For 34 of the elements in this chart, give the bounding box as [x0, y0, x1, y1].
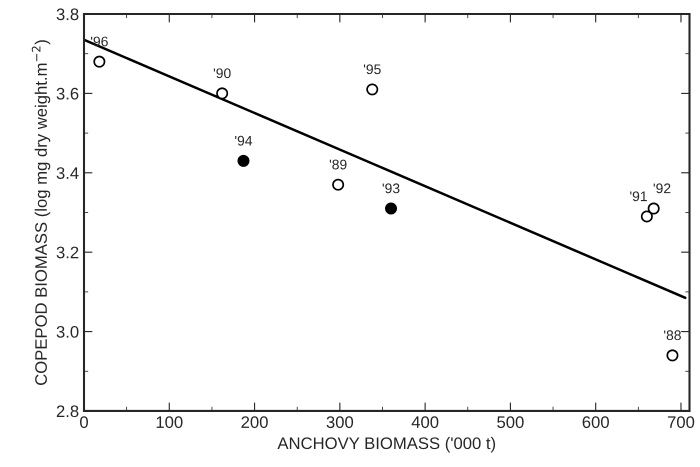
x-tick-label: 0 — [80, 416, 88, 428]
annotation: '93 — [382, 183, 400, 194]
y-axis-title: COPEPOD BIOMASS (log mg dry weight.m$^{−2}$) — [32, 40, 50, 385]
x-tick-label: 300 — [326, 416, 354, 428]
annotation: '88 — [664, 330, 681, 340]
annotation: '91 — [630, 191, 647, 202]
point — [366, 83, 378, 96]
point — [385, 202, 397, 214]
point — [237, 154, 250, 167]
x-tick-label: 600 — [582, 416, 609, 428]
point — [93, 56, 106, 68]
x-tick-label: 400 — [412, 416, 438, 428]
point — [666, 349, 678, 362]
y-tick-label: 3.6 — [56, 88, 78, 100]
annotation: '90 — [214, 68, 231, 78]
y-tick-label: 3.4 — [56, 167, 79, 179]
annotation: '96 — [91, 36, 108, 46]
y-tick-label: 3.0 — [56, 326, 78, 338]
y-tick-label: 3.8 — [56, 8, 78, 20]
x-tick-label: 200 — [242, 416, 268, 428]
y-tick-label: 3.2 — [56, 246, 78, 258]
point — [648, 202, 660, 214]
x-axis-title: ANCHOVY BIOMASS ('000 t) — [277, 436, 496, 452]
annotation: '95 — [364, 64, 381, 74]
annotation: '89 — [330, 160, 347, 170]
annotation: '94 — [235, 136, 252, 146]
point — [640, 210, 653, 222]
y-tick-label: 2.8 — [56, 405, 78, 418]
annotation: '92 — [654, 183, 670, 194]
x-tick-label: 500 — [497, 416, 524, 428]
point — [332, 178, 344, 191]
x-tick-label: 100 — [156, 416, 183, 428]
point — [216, 87, 228, 100]
x-tick-label: 700 — [668, 416, 694, 428]
